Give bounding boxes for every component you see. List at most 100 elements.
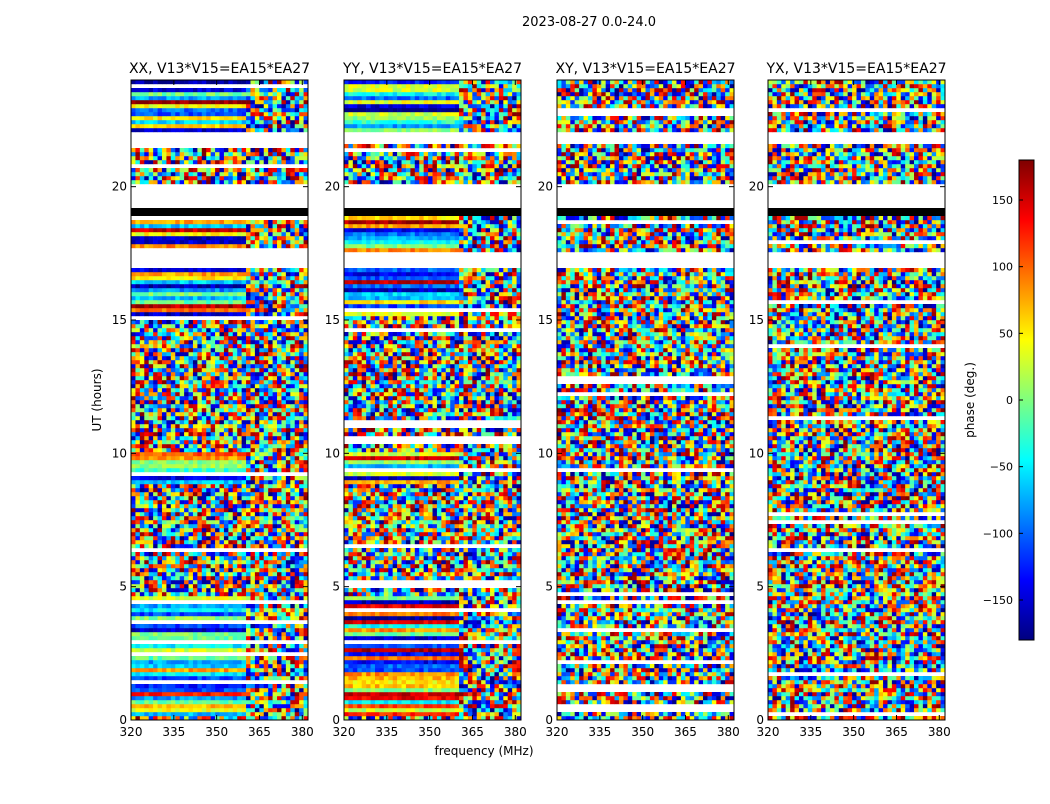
heatmap-cell — [153, 392, 158, 397]
heatmap-cell — [184, 420, 189, 425]
heatmap-cell — [175, 220, 180, 225]
heatmap-cell — [135, 444, 141, 449]
heatmap-cell — [259, 468, 265, 473]
heatmap-cell — [232, 636, 238, 641]
heatmap-cell — [175, 460, 180, 465]
heatmap-cell — [241, 596, 247, 601]
heatmap-cell — [179, 220, 185, 225]
heatmap-cell — [161, 380, 167, 385]
heatmap-cell — [175, 372, 180, 377]
heatmap-cell — [299, 304, 304, 309]
heatmap-cell — [281, 280, 287, 285]
heatmap-cell — [259, 704, 265, 709]
heatmap-cell — [223, 344, 229, 349]
heatmap-cell — [175, 624, 180, 629]
heatmap-cell — [161, 700, 167, 705]
heatmap-cell — [232, 608, 238, 613]
heatmap-cell — [285, 340, 291, 345]
heatmap-cell — [192, 664, 198, 669]
heatmap-cell — [197, 240, 203, 245]
heatmap-cell — [139, 324, 145, 329]
heatmap-cell — [170, 484, 176, 489]
heatmap-cell — [161, 524, 167, 529]
heatmap-cell — [277, 312, 282, 317]
heatmap-cell — [188, 632, 194, 637]
heatmap-cell — [179, 360, 185, 365]
heatmap-cell — [268, 696, 273, 701]
heatmap-cell — [179, 272, 185, 277]
heatmap-cell — [153, 648, 158, 653]
heatmap-cell — [259, 240, 265, 245]
heatmap-cell — [299, 464, 304, 469]
heatmap-cell — [201, 552, 207, 557]
heatmap-cell — [135, 676, 141, 681]
heatmap-cell — [161, 180, 167, 185]
heatmap-cell — [135, 172, 141, 177]
heatmap-cell — [290, 708, 296, 713]
heatmap-cell — [184, 308, 189, 313]
heatmap-cell — [157, 544, 163, 549]
heatmap-cell — [175, 592, 180, 597]
heatmap-cell — [223, 160, 229, 165]
heatmap-cell — [228, 312, 234, 317]
heatmap-cell — [259, 656, 265, 661]
heatmap-cell — [232, 240, 238, 245]
heatmap-cell — [215, 348, 220, 353]
heatmap-cell — [254, 112, 260, 117]
heatmap-cell — [201, 272, 207, 277]
heatmap-cell — [135, 356, 141, 361]
heatmap-cell — [153, 500, 158, 505]
heatmap-cell — [268, 560, 273, 565]
heatmap-cell — [179, 712, 185, 717]
heatmap-cell — [184, 660, 189, 665]
heatmap-cell — [161, 536, 167, 541]
heatmap-cell — [197, 460, 203, 465]
heatmap-cell — [259, 356, 265, 361]
heatmap-cell — [184, 296, 189, 301]
heatmap-cell — [139, 152, 145, 157]
heatmap-cell — [246, 504, 251, 509]
heatmap-cell — [237, 364, 242, 369]
heatmap-cell — [197, 152, 203, 157]
heatmap-cell — [272, 328, 278, 333]
heatmap-cell — [268, 684, 273, 689]
heatmap-cell — [175, 536, 180, 541]
heatmap-cell — [285, 120, 291, 125]
heatmap-cell — [157, 488, 163, 493]
heatmap-cell — [175, 512, 180, 517]
heatmap-cell — [219, 512, 225, 517]
heatmap-cell — [175, 408, 180, 413]
heatmap-cell — [285, 712, 291, 717]
heatmap-cell — [263, 268, 269, 273]
heatmap-cell — [215, 172, 220, 177]
heatmap-cell — [188, 220, 194, 225]
heatmap-cell — [157, 684, 163, 689]
heatmap-cell — [246, 152, 251, 157]
heatmap-cell — [206, 664, 211, 669]
heatmap-cell — [228, 564, 234, 569]
heatmap-cell — [223, 448, 229, 453]
heatmap-cell — [210, 592, 216, 597]
heatmap-cell — [131, 516, 136, 521]
heatmap-cell — [170, 128, 176, 133]
heatmap-cell — [294, 384, 300, 389]
heatmap-cell — [219, 156, 225, 161]
heatmap-cell — [268, 528, 273, 533]
heatmap-cell — [263, 148, 269, 153]
heatmap-cell — [277, 476, 282, 481]
heatmap-cell — [250, 120, 256, 125]
heatmap-cell — [188, 124, 194, 129]
heatmap-cell — [290, 448, 296, 453]
heatmap-cell — [215, 696, 220, 701]
heatmap-cell — [215, 160, 220, 165]
heatmap-cell — [153, 344, 158, 349]
heatmap-cell — [131, 388, 136, 393]
heatmap-cell — [241, 444, 247, 449]
heatmap-cell — [303, 372, 309, 377]
heatmap-cell — [153, 360, 158, 365]
heatmap-cell — [268, 464, 273, 469]
heatmap-cell — [179, 692, 185, 697]
heatmap-cell — [135, 292, 141, 297]
heatmap-cell — [139, 228, 145, 233]
heatmap-cell — [303, 592, 309, 597]
